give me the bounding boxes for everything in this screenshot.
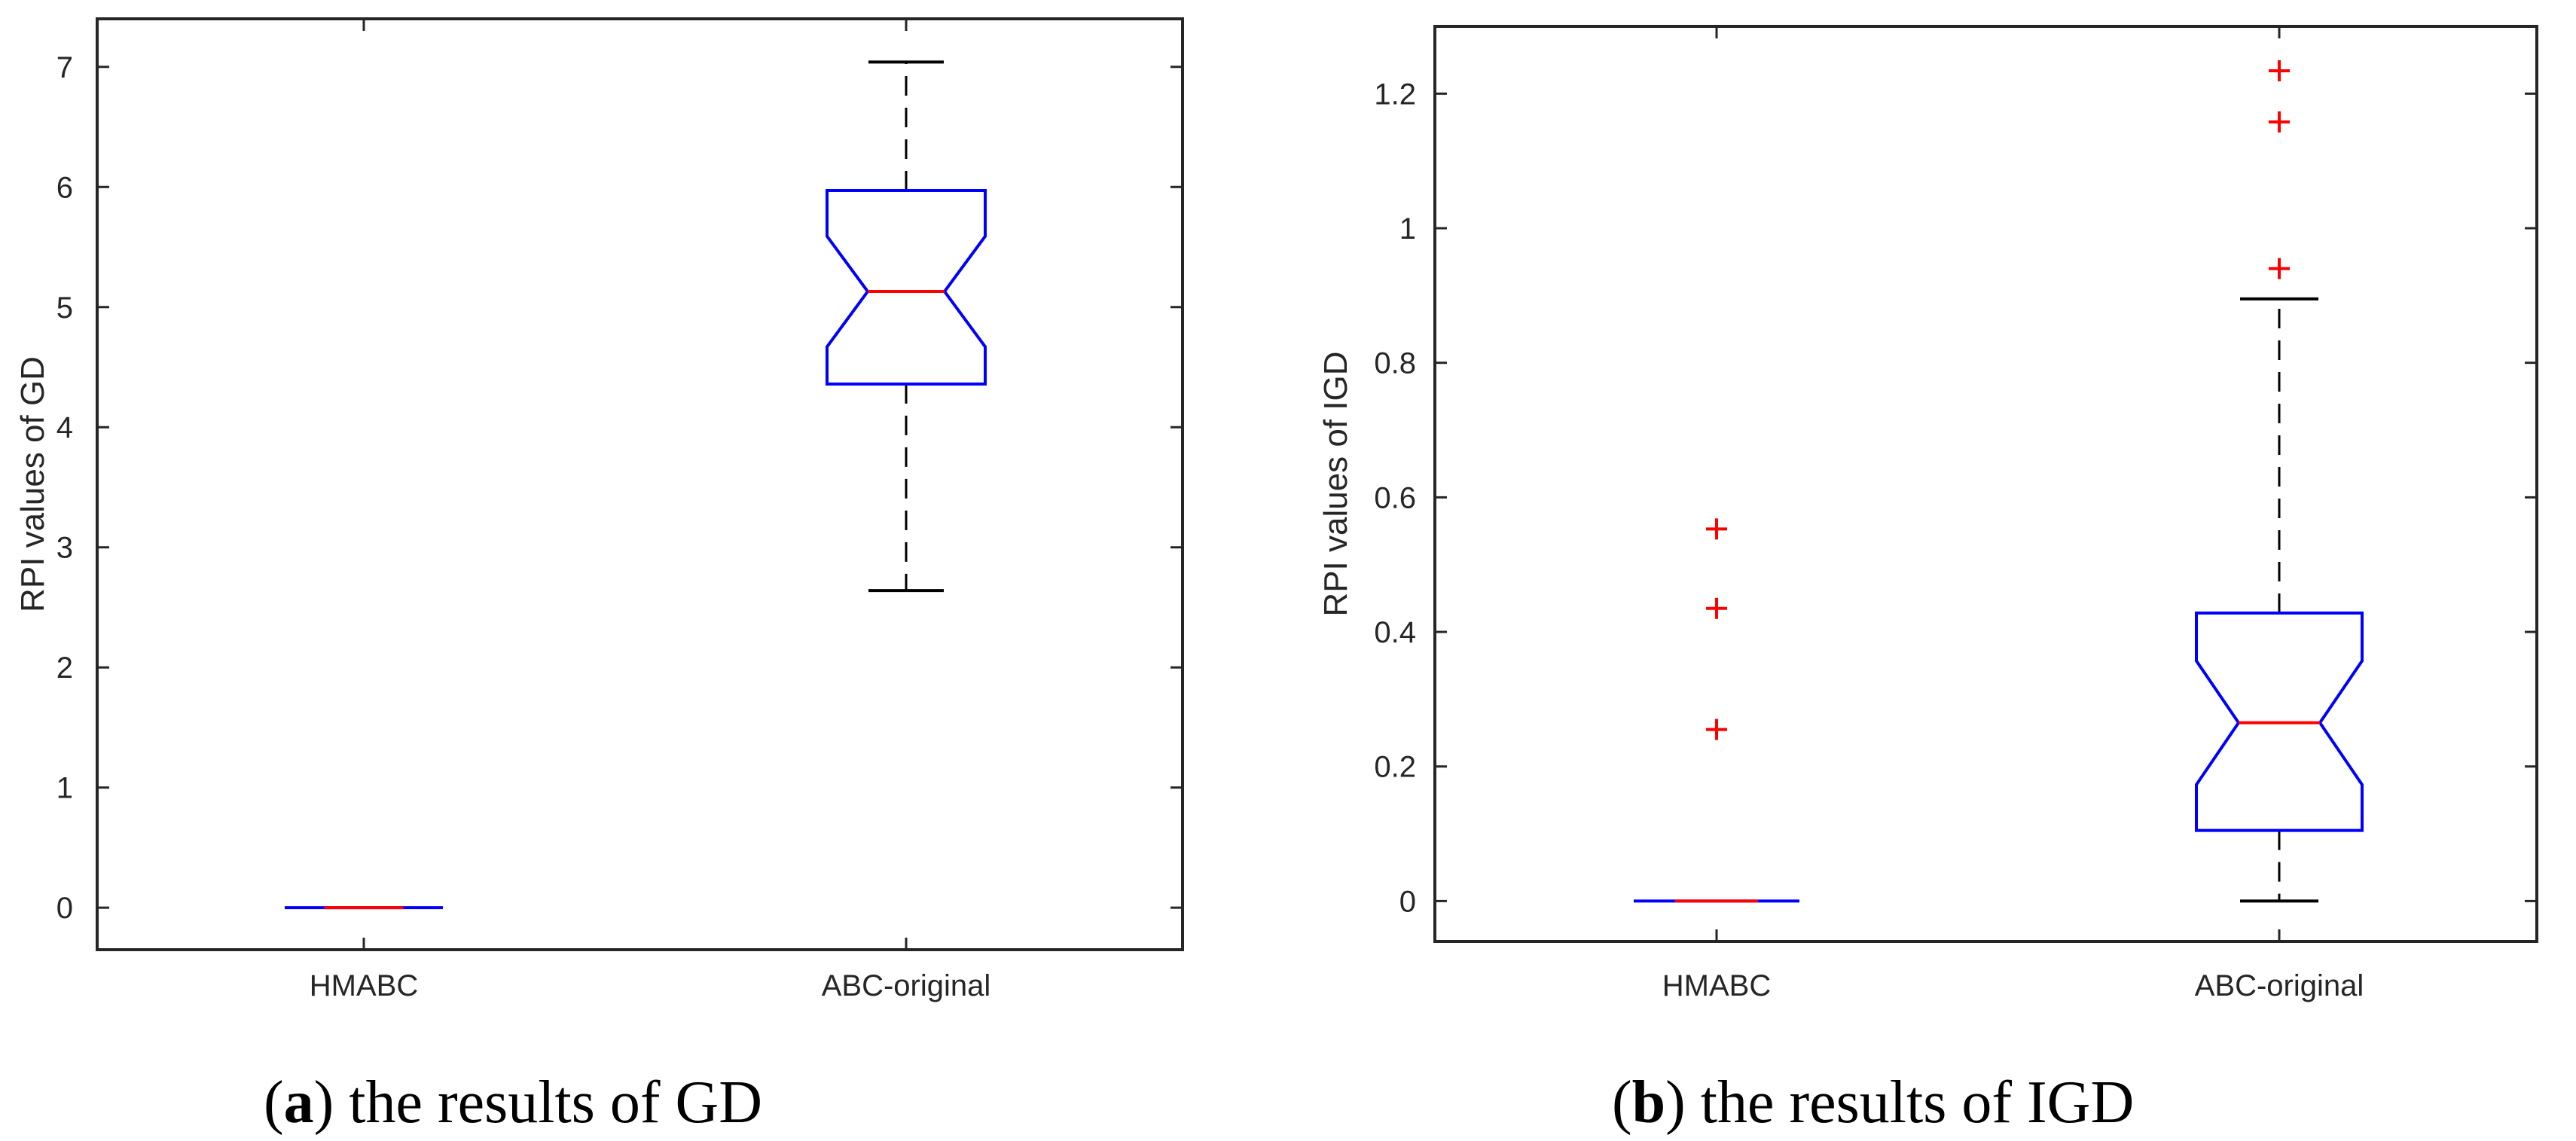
outlier-point (1706, 718, 1727, 740)
caption-close-paren: ) (1665, 1069, 1686, 1136)
y-tick-label: 0 (56, 892, 73, 925)
caption-label: a (284, 1069, 314, 1136)
y-tick-label: 1.2 (1374, 78, 1416, 111)
caption-open-paren: ( (1612, 1069, 1632, 1136)
outlier-point (2269, 258, 2290, 279)
y-tick-label: 7 (56, 51, 73, 84)
caption-text: the results of IGD (1686, 1069, 2134, 1136)
y-tick-label: 1 (56, 772, 73, 805)
y-axis-label: RPI values of IGD (1317, 351, 1354, 616)
y-tick-label: 1 (1399, 212, 1416, 246)
outlier-point (1706, 518, 1727, 540)
box-abc-original (826, 60, 987, 593)
y-tick-label: 0.6 (1374, 481, 1416, 514)
axes-frame (1433, 25, 2538, 943)
notched-box (2195, 612, 2364, 832)
y-tick-label: 6 (56, 171, 73, 204)
caption-close-paren: ) (314, 1069, 334, 1136)
outlier-point (1706, 597, 1727, 619)
outlier-point (2269, 59, 2290, 81)
caption-label: b (1632, 1069, 1666, 1136)
x-category-label: ABC-original (822, 969, 991, 1002)
box-hmabc (1634, 518, 1799, 903)
notched-box (826, 189, 987, 386)
x-category-label: HMABC (310, 969, 418, 1002)
y-axis-label: RPI values of GD (14, 356, 51, 612)
y-tick-label: 0.8 (1374, 347, 1416, 380)
axes-frame (96, 17, 1184, 951)
y-tick-label: 0 (1399, 885, 1416, 918)
y-tick-label: 3 (56, 532, 73, 565)
outlier-point (2269, 111, 2290, 133)
x-category-label: ABC-original (2195, 969, 2364, 1002)
panel-caption: (b) the results of IGD (1612, 1069, 2134, 1136)
y-tick-label: 2 (56, 651, 73, 685)
y-tick-label: 4 (56, 411, 73, 444)
y-tick-label: 0.4 (1374, 616, 1416, 649)
y-tick-label: 0.2 (1374, 751, 1416, 784)
caption-open-paren: ( (264, 1069, 284, 1136)
box-abc-original (2195, 59, 2364, 903)
caption-text: the results of GD (334, 1069, 762, 1136)
panel-gd: 0 1 2 3 4 5 6 7 HMABC ABC-original RPI values of G… (14, 17, 1184, 1136)
panel-caption: (a) the results of GD (264, 1069, 762, 1136)
panel-igd: 0 0.2 0.4 0.6 0.8 1 1.2 HMABC ABC-original RPI va… (1317, 25, 2538, 1136)
x-category-label: HMABC (1662, 969, 1771, 1002)
y-tick-label: 5 (56, 291, 73, 325)
